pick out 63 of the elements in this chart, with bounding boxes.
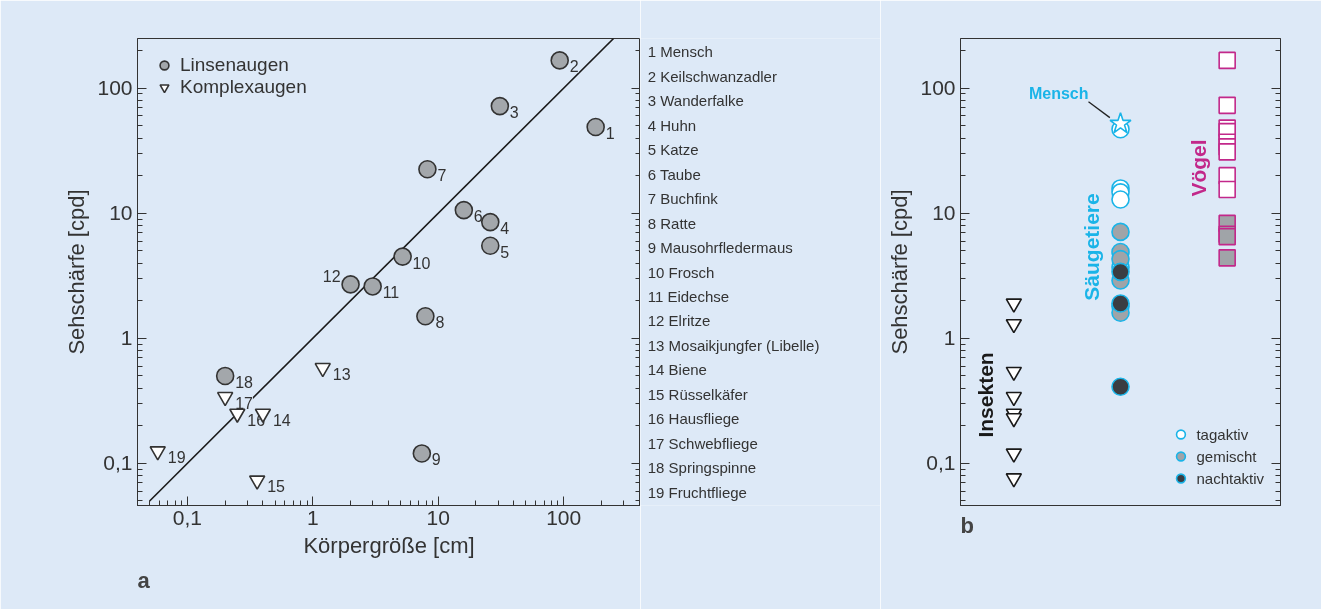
- text: 8 Ratte: [647, 214, 697, 232]
- annotation: 6: [473, 208, 483, 226]
- annotation: 15: [267, 478, 286, 496]
- annotation: 17: [235, 394, 254, 412]
- text: 4 Huhn: [647, 116, 697, 134]
- x-tick-label: 10: [426, 505, 450, 529]
- annotation: 3: [509, 104, 519, 122]
- annotation: 2: [569, 58, 579, 76]
- x-tick-label: 1: [306, 505, 319, 529]
- x-tick-label: Vögel: [1186, 139, 1210, 197]
- annotation: 7: [437, 167, 447, 185]
- y-tick-label: 100: [97, 76, 133, 100]
- y-tick-label: 0,1: [103, 451, 133, 475]
- legend-label: Linsenaugen: [180, 54, 289, 76]
- x-tick-label: Insekten: [973, 352, 997, 438]
- legend-label: gemischt: [1196, 447, 1257, 465]
- y-tick-label: 0,1: [926, 451, 956, 475]
- y-tick-label: 1: [943, 326, 956, 350]
- x-tick-label: 100: [546, 505, 582, 529]
- text: 2 Keilschwanzadler: [647, 67, 777, 85]
- text: a: [137, 567, 151, 593]
- y-axis-title: Sehschärfe [cpd]: [64, 189, 90, 355]
- annotation: 9: [431, 451, 441, 469]
- text: 9 Mausohrfledermaus: [647, 239, 793, 257]
- text: 13 Mosaikjungfer (Libelle): [647, 336, 820, 354]
- annotation: 4: [500, 220, 510, 238]
- legend-label: nachtaktiv: [1196, 469, 1264, 487]
- y-axis-title: Sehschärfe [cpd]: [887, 189, 913, 355]
- text: b: [960, 512, 974, 538]
- legend-label: Komplexaugen: [180, 76, 307, 98]
- annotation: 19: [167, 449, 186, 467]
- annotation: 12: [322, 268, 341, 286]
- text: 15 Rüsselkäfer: [647, 385, 748, 403]
- annotation: 14: [272, 411, 291, 429]
- text: 6 Taube: [647, 165, 701, 183]
- legend-label: tagaktiv: [1196, 425, 1249, 443]
- text: 1 Mensch: [647, 43, 713, 61]
- text: 19 Fruchtfliege: [647, 483, 747, 501]
- y-tick-label: 1: [120, 326, 133, 350]
- annotation: 13: [332, 365, 351, 383]
- text: 16 Hausfliege: [647, 410, 740, 428]
- text: 3 Wanderfalke: [647, 92, 744, 110]
- annotation: 5: [500, 243, 510, 261]
- text: 10 Frosch: [647, 263, 715, 281]
- x-axis-title: Körpergröße [cm]: [303, 532, 475, 558]
- y-tick-label: 10: [932, 201, 956, 225]
- annotation: 10: [412, 254, 431, 272]
- text: 17 Schwebfliege: [647, 434, 758, 452]
- text: 7 Buchfink: [647, 190, 719, 208]
- annotation: 18: [235, 373, 254, 391]
- text: 18 Springspinne: [647, 459, 757, 477]
- x-tick-label: 0,1: [172, 505, 203, 529]
- annotation: 8: [435, 314, 445, 332]
- text: 12 Elritze: [647, 312, 711, 330]
- text: 5 Katze: [647, 141, 699, 159]
- annotation: 1: [605, 124, 615, 142]
- text: 11 Eidechse: [647, 287, 730, 305]
- y-tick-label: 10: [109, 201, 133, 225]
- series-label: Mensch: [1028, 84, 1089, 102]
- text: 14 Biene: [647, 361, 707, 379]
- x-tick-label: Säugetiere: [1080, 193, 1104, 301]
- y-tick-label: 100: [920, 76, 956, 100]
- annotation: 11: [382, 284, 400, 302]
